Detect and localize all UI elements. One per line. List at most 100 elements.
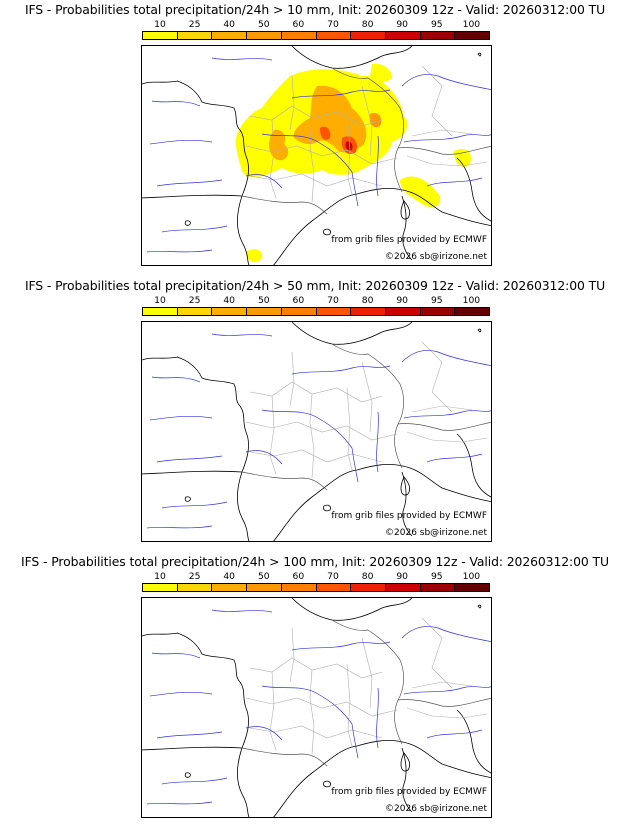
precip-probability-areas <box>235 63 471 263</box>
coastline <box>273 740 491 817</box>
colorbar: 10 25 40 50 60 70 80 90 95 100 <box>142 19 490 40</box>
colorbar-tick-label: 100 <box>462 571 481 582</box>
colorbar-tick-label: 10 <box>154 295 166 306</box>
colorbar-swatch <box>316 32 352 39</box>
colorbar-swatch <box>281 32 317 39</box>
colorbar-tick-label: 40 <box>223 19 236 30</box>
colorbar-tick-label: 80 <box>361 19 374 30</box>
colorbar-tick-label: 50 <box>257 295 270 306</box>
colorbar-swatch <box>247 584 282 591</box>
islands <box>184 328 482 512</box>
colorbar-labels: 10 25 40 50 60 70 80 90 95 100 <box>142 571 490 582</box>
source-credit: from grib files provided by ECMWF <box>331 787 487 797</box>
region-borders <box>245 617 488 755</box>
colorbar: 10 25 40 50 60 70 80 90 95 100 <box>142 295 490 316</box>
coastline <box>273 188 491 265</box>
map-panel: IFS - Probabilities total precipitation/… <box>0 276 630 544</box>
colorbar-swatch <box>212 308 248 315</box>
copyright-credit: ©2026 sb@irizone.net <box>385 528 487 538</box>
colorbar-tick-label: 40 <box>223 571 236 582</box>
colorbar-swatch <box>420 584 456 591</box>
coastline <box>291 322 413 345</box>
country-borders <box>241 747 328 767</box>
colorbar-swatch <box>351 308 386 315</box>
colorbar-swatch <box>420 308 456 315</box>
coastline <box>142 80 179 85</box>
country-borders <box>397 146 491 155</box>
colorbar-tick-label: 50 <box>257 19 270 30</box>
coastline <box>273 464 491 541</box>
colorbar-tick-label: 70 <box>327 19 339 30</box>
colorbar-tick-label: 60 <box>292 295 305 306</box>
coastline <box>401 195 413 261</box>
coastline <box>142 356 179 361</box>
colorbar-swatch <box>177 308 213 315</box>
map-svg <box>142 322 491 541</box>
islands <box>184 52 482 236</box>
colorbar-swatch <box>385 308 421 315</box>
coastline <box>401 747 413 813</box>
colorbar-swatch <box>143 32 178 39</box>
colorbar-labels: 10 25 40 50 60 70 80 90 95 100 <box>142 295 490 306</box>
rivers <box>146 57 491 253</box>
colorbar-swatch <box>316 584 352 591</box>
precip-area <box>370 63 392 82</box>
coastline <box>176 356 250 541</box>
panel-title: IFS - Probabilities total precipitation/… <box>24 278 606 293</box>
colorbar-swatch <box>455 308 490 315</box>
coastline <box>400 476 411 496</box>
coastline <box>142 470 243 475</box>
colorbar-swatch <box>455 584 490 591</box>
coastline <box>291 46 413 69</box>
map-svg <box>142 46 491 265</box>
colorbar: 10 25 40 50 60 70 80 90 95 100 <box>142 571 490 592</box>
coastline <box>142 746 243 751</box>
colorbar-tick-label: 90 <box>396 295 409 306</box>
coastline <box>456 433 491 498</box>
colorbar-tick-label: 10 <box>154 19 166 30</box>
colorbar-swatch <box>281 584 317 591</box>
rivers <box>146 609 491 805</box>
precip-area <box>345 141 353 151</box>
map-area: from grib files provided by ECMWF ©2026 … <box>141 597 492 818</box>
colorbar-tick-label: 95 <box>430 295 443 306</box>
colorbar-swatch <box>143 308 178 315</box>
region-borders <box>245 65 488 203</box>
source-credit: from grib files provided by ECMWF <box>331 235 487 245</box>
colorbar-swatch <box>281 308 317 315</box>
colorbar-swatch <box>247 308 282 315</box>
islands <box>184 604 482 788</box>
coastline <box>400 200 411 220</box>
colorbar-swatch <box>420 32 456 39</box>
rivers <box>146 333 491 529</box>
map-area: from grib files provided by ECMWF ©2026 … <box>141 321 492 542</box>
map-panel: IFS - Probabilities total precipitation/… <box>0 552 630 820</box>
colorbar-labels: 10 25 40 50 60 70 80 90 95 100 <box>142 19 490 30</box>
colorbar-swatch <box>177 584 213 591</box>
colorbar-tick-label: 80 <box>361 571 374 582</box>
colorbar-tick-label: 60 <box>292 571 305 582</box>
precip-area <box>320 126 331 140</box>
colorbar-swatches <box>142 31 490 40</box>
colorbar-tick-label: 80 <box>361 295 374 306</box>
colorbar-tick-label: 100 <box>462 19 481 30</box>
colorbar-tick-label: 25 <box>188 571 201 582</box>
colorbar-tick-label: 60 <box>292 19 305 30</box>
colorbar-tick-label: 95 <box>430 19 443 30</box>
colorbar-tick-label: 70 <box>327 295 339 306</box>
colorbar-tick-label: 95 <box>430 571 443 582</box>
precip-area <box>400 176 441 208</box>
map-svg <box>142 598 491 817</box>
precip-area <box>293 85 367 153</box>
colorbar-swatches <box>142 307 490 316</box>
coastline <box>401 471 413 537</box>
colorbar-tick-label: 40 <box>223 295 236 306</box>
coastline <box>176 632 250 817</box>
precip-area <box>246 249 263 263</box>
coastline <box>176 80 250 265</box>
colorbar-tick-label: 70 <box>327 571 339 582</box>
coastline <box>456 157 491 222</box>
country-borders <box>241 471 328 491</box>
coastline <box>142 194 243 199</box>
coastline <box>291 598 413 621</box>
